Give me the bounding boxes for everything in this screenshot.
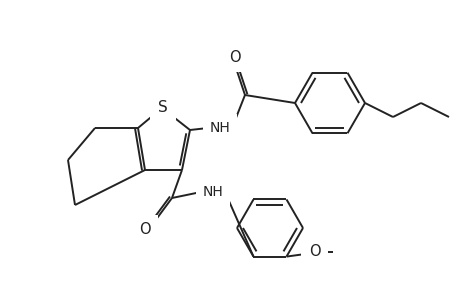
Text: O: O	[139, 223, 151, 238]
Text: O: O	[308, 244, 319, 259]
Text: O: O	[229, 50, 241, 64]
Text: S: S	[158, 100, 168, 115]
Text: NH: NH	[202, 185, 223, 199]
Text: NH: NH	[209, 121, 230, 135]
